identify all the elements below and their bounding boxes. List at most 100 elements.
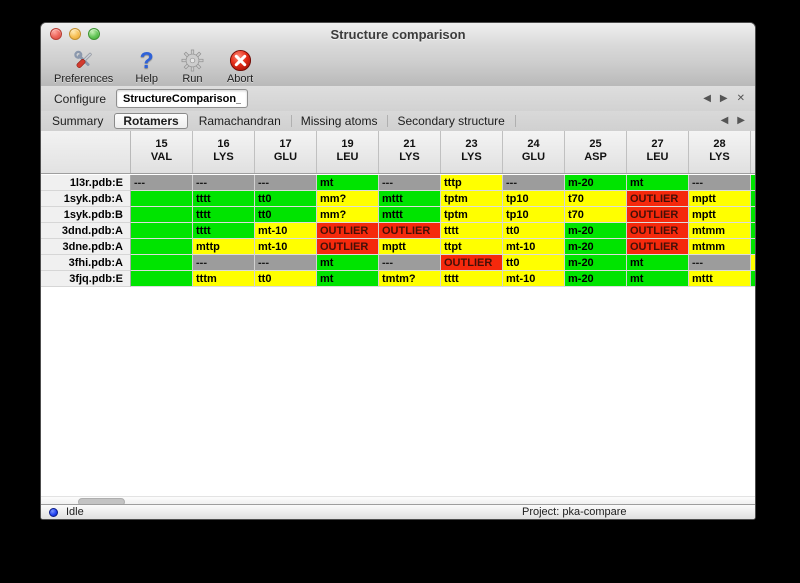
rotamer-cell[interactable]: --- xyxy=(255,175,317,191)
rotamer-cell[interactable]: OUTLIER xyxy=(627,239,689,255)
rotamer-cell[interactable]: mt-10 xyxy=(503,239,565,255)
rotamer-cell[interactable]: tttp xyxy=(441,175,503,191)
rotamer-cell[interactable] xyxy=(131,207,193,223)
row-label[interactable]: 3fjq.pdb:E xyxy=(41,271,131,287)
rotamer-cell[interactable]: m-20 xyxy=(565,271,627,287)
column-header-21[interactable]: 21 LYS xyxy=(379,131,441,173)
rotamer-cell[interactable]: tptm xyxy=(441,191,503,207)
rotamer-cell[interactable] xyxy=(131,255,193,271)
rotamer-cell[interactable]: OUTLIER xyxy=(627,223,689,239)
rotamer-cell[interactable]: OUTLIER xyxy=(627,191,689,207)
column-header-15[interactable]: 15 VAL xyxy=(131,131,193,173)
row-label[interactable]: 1l3r.pdb:E xyxy=(41,175,131,191)
column-header-24[interactable]: 24 GLU xyxy=(503,131,565,173)
tab-ramachandran[interactable]: Ramachandran xyxy=(190,113,292,129)
configure-name-input[interactable] xyxy=(116,89,249,108)
rotamer-cell[interactable]: mt xyxy=(627,255,689,271)
run-button[interactable]: Run xyxy=(177,47,208,86)
rotamer-cell[interactable]: --- xyxy=(689,175,751,191)
rotamer-cell[interactable] xyxy=(131,239,193,255)
rotamer-cell[interactable]: --- xyxy=(689,255,751,271)
rotamer-cell[interactable]: tttt xyxy=(193,191,255,207)
rotamer-cell[interactable]: mptt xyxy=(689,191,751,207)
next-configure-icon[interactable]: ▶ xyxy=(719,92,728,104)
close-window-button[interactable] xyxy=(50,28,62,40)
rotamer-cell[interactable]: tt0 xyxy=(503,223,565,239)
prev-tab-icon[interactable]: ◀ xyxy=(720,115,729,126)
row-label[interactable]: 3fhi.pdb:A xyxy=(41,255,131,271)
column-header-16[interactable]: 16 LYS xyxy=(193,131,255,173)
rotamer-cell[interactable]: mptt xyxy=(379,239,441,255)
tab-secondary-structure[interactable]: Secondary structure xyxy=(388,113,517,129)
rotamer-cell[interactable]: mt xyxy=(627,175,689,191)
rotamer-cell[interactable]: m-20 xyxy=(565,255,627,271)
rotamer-cell[interactable]: mtmm xyxy=(689,239,751,255)
rotamer-cell[interactable]: OUTLIER xyxy=(627,207,689,223)
close-configure-icon[interactable]: ✕ xyxy=(736,92,745,104)
row-label[interactable]: 1syk.pdb:B xyxy=(41,207,131,223)
rotamer-cell[interactable]: OUTLIER xyxy=(441,255,503,271)
rotamer-cell[interactable]: --- xyxy=(379,175,441,191)
rotamer-cell[interactable]: tt0 xyxy=(255,207,317,223)
rotamer-cell[interactable]: tp10 xyxy=(503,207,565,223)
rotamer-cell[interactable]: m-20 xyxy=(565,223,627,239)
rotamer-cell[interactable]: tttt xyxy=(441,271,503,287)
rotamer-cell[interactable]: tttt xyxy=(193,207,255,223)
rotamer-cell[interactable]: mt-10 xyxy=(255,239,317,255)
rotamer-cell[interactable]: tt0 xyxy=(503,255,565,271)
rotamer-cell-clipped[interactable] xyxy=(751,191,755,207)
tab-summary[interactable]: Summary xyxy=(52,114,104,128)
rotamer-cell[interactable]: mttt xyxy=(379,191,441,207)
title-bar[interactable]: Structure comparison xyxy=(41,23,755,45)
rotamer-cell[interactable]: mttt xyxy=(689,271,751,287)
rotamer-cell[interactable]: --- xyxy=(379,255,441,271)
help-button[interactable]: ? Help xyxy=(132,47,161,86)
column-header-19[interactable]: 19 LEU xyxy=(317,131,379,173)
rotamer-cell[interactable]: --- xyxy=(193,175,255,191)
rotamer-cell-clipped[interactable] xyxy=(751,239,755,255)
row-label[interactable]: 1syk.pdb:A xyxy=(41,191,131,207)
column-header-28[interactable]: 28 LYS xyxy=(689,131,751,173)
row-label[interactable]: 3dne.pdb:A xyxy=(41,239,131,255)
rotamer-cell[interactable]: m-20 xyxy=(565,175,627,191)
rotamer-cell[interactable]: tptm xyxy=(441,207,503,223)
column-header-25[interactable]: 25 ASP xyxy=(565,131,627,173)
tab-missing-atoms[interactable]: Missing atoms xyxy=(292,113,389,129)
rotamer-cell[interactable] xyxy=(131,191,193,207)
rotamer-cell[interactable]: tmtm? xyxy=(379,271,441,287)
rotamer-cell[interactable]: tttt xyxy=(193,223,255,239)
rotamer-cell[interactable]: tp10 xyxy=(503,191,565,207)
rotamer-cell[interactable]: tttt xyxy=(441,223,503,239)
tab-rotamers[interactable]: Rotamers xyxy=(114,113,188,129)
rotamer-cell[interactable]: mttt xyxy=(379,207,441,223)
rotamer-cell[interactable]: --- xyxy=(193,255,255,271)
rotamer-cell[interactable]: m-20 xyxy=(565,239,627,255)
rotamer-cell[interactable]: --- xyxy=(131,175,193,191)
next-tab-icon[interactable]: ▶ xyxy=(737,115,745,126)
minimize-window-button[interactable] xyxy=(69,28,81,40)
rotamer-cell[interactable]: tttm xyxy=(193,271,255,287)
rotamer-cell[interactable]: mtmm xyxy=(689,223,751,239)
rotamer-cell[interactable]: t70 xyxy=(565,207,627,223)
rotamer-cell-clipped[interactable] xyxy=(751,207,755,223)
rotamer-cell[interactable] xyxy=(131,223,193,239)
rotamer-cell-clipped[interactable] xyxy=(751,223,755,239)
rotamer-cell[interactable]: ttpt xyxy=(441,239,503,255)
rotamer-cell[interactable]: mt-10 xyxy=(255,223,317,239)
rotamer-cell[interactable]: OUTLIER xyxy=(317,239,379,255)
rotamer-cell[interactable]: --- xyxy=(503,175,565,191)
rotamer-cell[interactable]: mt-10 xyxy=(503,271,565,287)
rotamer-cell[interactable]: OUTLIER xyxy=(317,223,379,239)
column-header-17[interactable]: 17 GLU xyxy=(255,131,317,173)
rotamer-cell[interactable]: mttp xyxy=(193,239,255,255)
rotamer-cell[interactable]: t70 xyxy=(565,191,627,207)
rotamer-cell-clipped[interactable] xyxy=(751,271,755,287)
rotamer-cell[interactable]: mptt xyxy=(689,207,751,223)
prev-configure-icon[interactable]: ◀ xyxy=(703,92,711,104)
rotamer-cell[interactable]: --- xyxy=(255,255,317,271)
rotamer-cell[interactable]: OUTLIER xyxy=(379,223,441,239)
rotamer-cell[interactable]: mm? xyxy=(317,207,379,223)
rotamer-cell[interactable] xyxy=(131,271,193,287)
zoom-window-button[interactable] xyxy=(88,28,100,40)
rotamer-cell-clipped[interactable] xyxy=(751,175,755,191)
